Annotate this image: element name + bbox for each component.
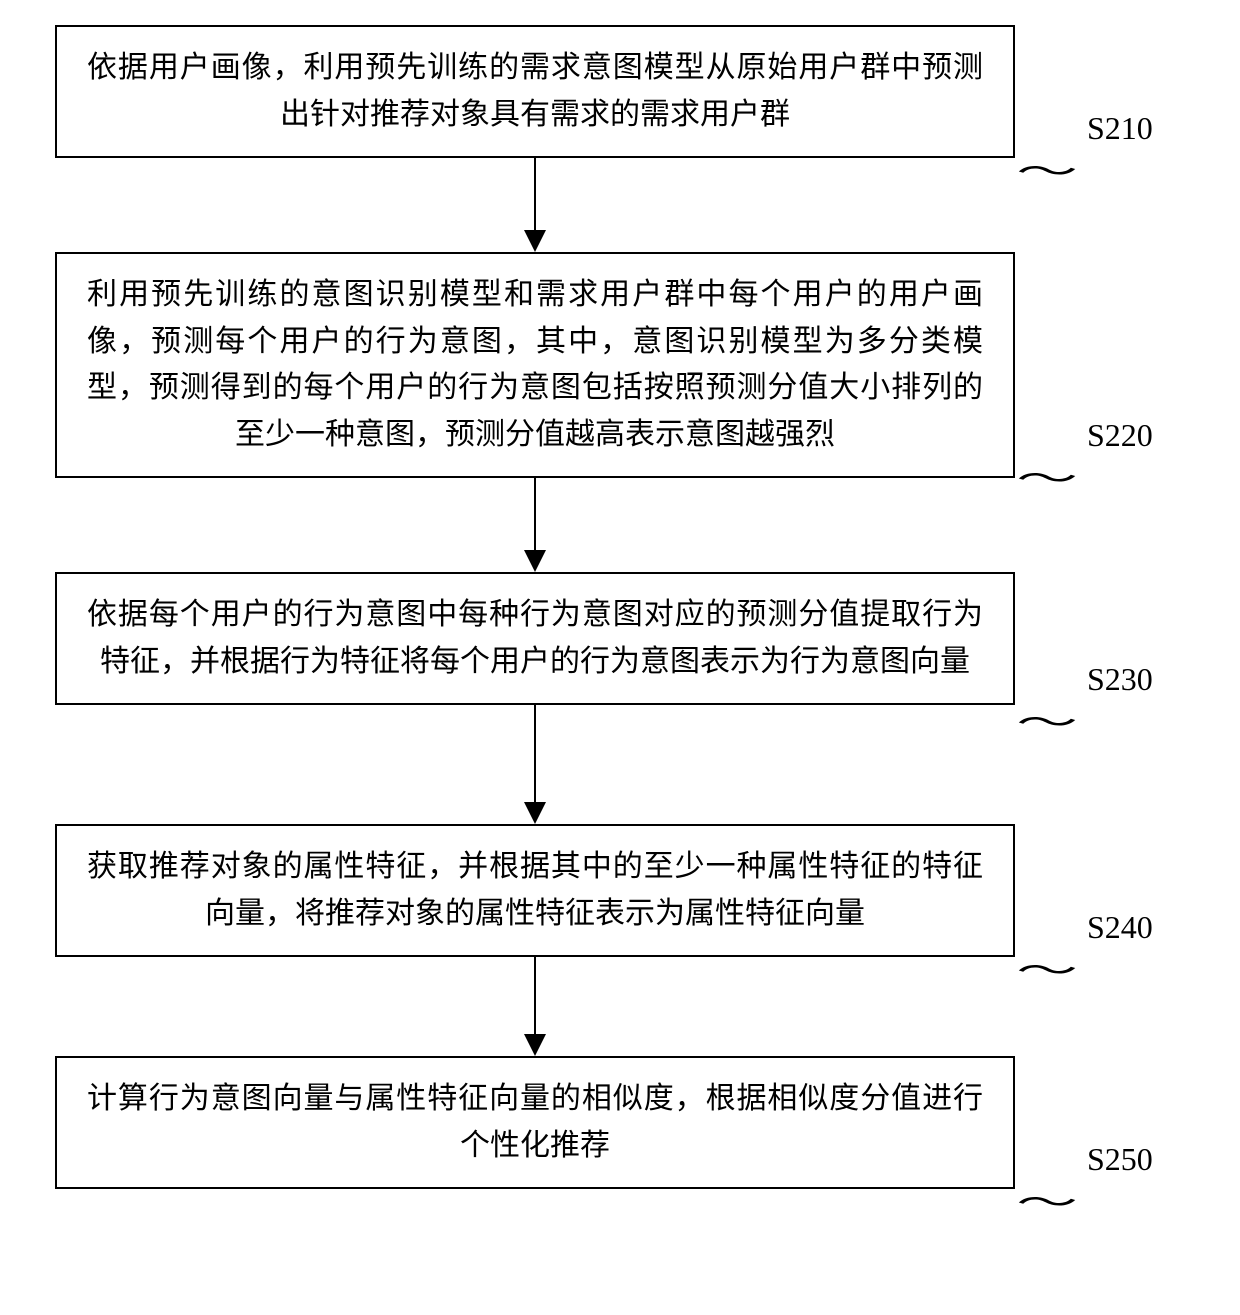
step-label-s240: S240 [1087, 909, 1153, 946]
connector-1 [55, 158, 1015, 252]
connector-4 [55, 957, 1015, 1056]
step-box-s220: 利用预先训练的意图识别模型和需求用户群中每个用户的用户画像，预测每个用户的行为意… [55, 252, 1015, 478]
tilde-s240: 〜 [1016, 947, 1078, 991]
step-row-s250: 计算行为意图向量与属性特征向量的相似度，根据相似度分值进行个性化推荐 〜 S25… [0, 1056, 1240, 1189]
step-row-s230: 依据每个用户的行为意图中每种行为意图对应的预测分值提取行为特征，并根据行为特征将… [0, 572, 1240, 705]
connector-line-4 [534, 957, 537, 1035]
step-label-s220: S220 [1087, 417, 1153, 454]
step-label-s230: S230 [1087, 661, 1153, 698]
arrowhead-3 [524, 802, 546, 824]
tilde-s250: 〜 [1016, 1179, 1078, 1223]
connector-3 [55, 705, 1015, 824]
step-label-s250: S250 [1087, 1141, 1153, 1178]
arrowhead-2 [524, 550, 546, 572]
step-row-s210: 依据用户画像，利用预先训练的需求意图模型从原始用户群中预测出针对推荐对象具有需求… [0, 25, 1240, 158]
step-label-s210: S210 [1087, 110, 1153, 147]
flowchart-container: 依据用户画像，利用预先训练的需求意图模型从原始用户群中预测出针对推荐对象具有需求… [0, 25, 1240, 1189]
step-box-s210: 依据用户画像，利用预先训练的需求意图模型从原始用户群中预测出针对推荐对象具有需求… [55, 25, 1015, 158]
step-text-s210: 依据用户画像，利用预先训练的需求意图模型从原始用户群中预测出针对推荐对象具有需求… [87, 45, 983, 138]
step-box-s230: 依据每个用户的行为意图中每种行为意图对应的预测分值提取行为特征，并根据行为特征将… [55, 572, 1015, 705]
connector-line-2 [534, 478, 537, 551]
connector-line-3 [534, 705, 537, 803]
step-text-s220: 利用预先训练的意图识别模型和需求用户群中每个用户的用户画像，预测每个用户的行为意… [87, 272, 983, 458]
connector-2 [55, 478, 1015, 572]
tilde-s220: 〜 [1016, 455, 1078, 499]
step-row-s220: 利用预先训练的意图识别模型和需求用户群中每个用户的用户画像，预测每个用户的行为意… [0, 252, 1240, 478]
tilde-s230: 〜 [1016, 699, 1078, 743]
step-text-s230: 依据每个用户的行为意图中每种行为意图对应的预测分值提取行为特征，并根据行为特征将… [87, 592, 983, 685]
step-box-s240: 获取推荐对象的属性特征，并根据其中的至少一种属性特征的特征向量，将推荐对象的属性… [55, 824, 1015, 957]
connector-line-1 [534, 158, 537, 231]
arrowhead-1 [524, 230, 546, 252]
tilde-s210: 〜 [1016, 148, 1078, 192]
step-box-s250: 计算行为意图向量与属性特征向量的相似度，根据相似度分值进行个性化推荐 [55, 1056, 1015, 1189]
step-row-s240: 获取推荐对象的属性特征，并根据其中的至少一种属性特征的特征向量，将推荐对象的属性… [0, 824, 1240, 957]
step-text-s240: 获取推荐对象的属性特征，并根据其中的至少一种属性特征的特征向量，将推荐对象的属性… [87, 844, 983, 937]
arrowhead-4 [524, 1034, 546, 1056]
step-text-s250: 计算行为意图向量与属性特征向量的相似度，根据相似度分值进行个性化推荐 [87, 1076, 983, 1169]
